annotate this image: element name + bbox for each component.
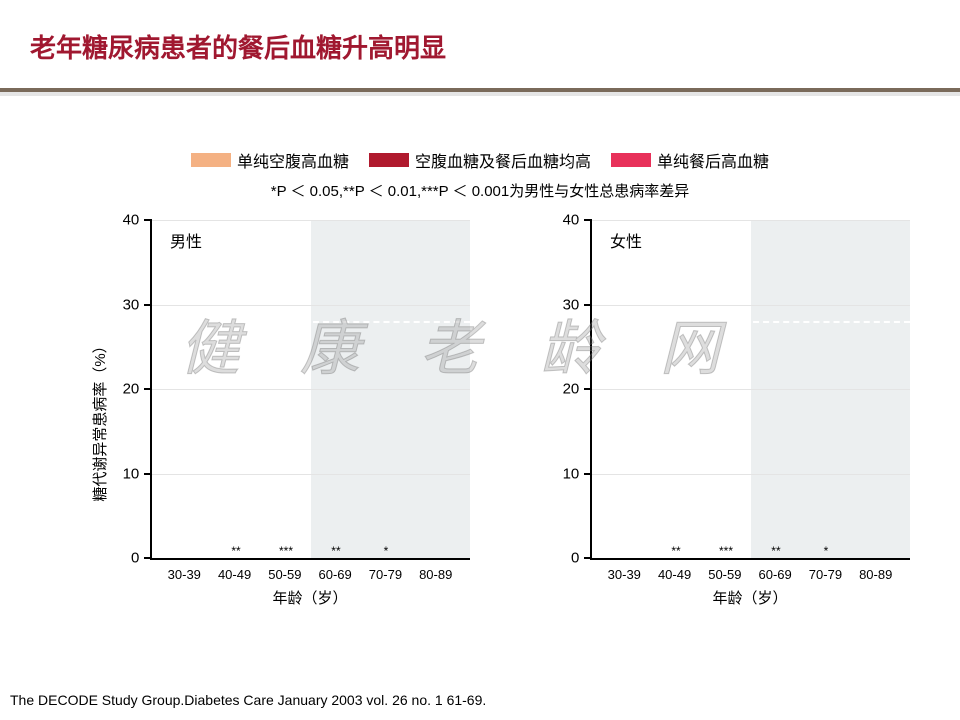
significance-marker: *: [810, 544, 842, 558]
significance-marker: ***: [270, 544, 302, 558]
significance-marker: **: [660, 544, 692, 558]
x-tick-label: 30-39: [168, 567, 201, 582]
significance-marker: **: [760, 544, 792, 558]
y-tick-label: 20: [123, 381, 140, 398]
y-tick-label: 0: [131, 550, 139, 567]
y-axis-title: 糖代谢异常患病率（%）: [89, 338, 110, 501]
x-tick-label: 70-79: [369, 567, 402, 582]
panel-label: 女性: [610, 228, 642, 252]
y-tick-label: 40: [123, 212, 140, 229]
legend-label: 空腹血糖及餐后血糖均高: [415, 148, 591, 172]
significance-marker: ***: [710, 544, 742, 558]
citation: The DECODE Study Group.Diabetes Care Jan…: [10, 692, 486, 708]
legend-item: 空腹血糖及餐后血糖均高: [369, 148, 591, 172]
legend-item: 单纯餐后高血糖: [611, 148, 769, 172]
chart-panel: 010203040********男性30-3940-4950-5960-697…: [80, 210, 480, 630]
legend-item: 单纯空腹高血糖: [191, 148, 349, 172]
page-title: 老年糖尿病患者的餐后血糖升高明显: [30, 28, 446, 65]
significance-marker: **: [220, 544, 252, 558]
divider: [0, 88, 960, 92]
significance-marker: **: [320, 544, 352, 558]
charts-row: 010203040********男性30-3940-4950-5960-697…: [80, 210, 920, 630]
y-tick-label: 10: [123, 465, 140, 482]
plot-area: 010203040********女性: [590, 220, 910, 560]
x-tick-label: 80-89: [859, 567, 892, 582]
y-tick-label: 20: [563, 381, 580, 398]
x-tick-label: 40-49: [218, 567, 251, 582]
significance-marker: *: [370, 544, 402, 558]
x-axis-title: 年龄（岁）: [150, 587, 470, 608]
x-tick-label: 40-49: [658, 567, 691, 582]
legend-label: 单纯空腹高血糖: [237, 148, 349, 172]
x-tick-label: 50-59: [708, 567, 741, 582]
y-tick-label: 30: [123, 296, 140, 313]
pvalue-note: *P ＜ 0.05,**P ＜ 0.01,***P ＜ 0.001为男性与女性总…: [0, 180, 960, 201]
x-tick-label: 50-59: [268, 567, 301, 582]
x-tick-label: 70-79: [809, 567, 842, 582]
y-tick-label: 30: [563, 296, 580, 313]
legend-swatch: [611, 153, 651, 167]
x-tick-label: 60-69: [759, 567, 792, 582]
x-tick-label: 80-89: [419, 567, 452, 582]
legend-label: 单纯餐后高血糖: [657, 148, 769, 172]
y-tick-label: 40: [563, 212, 580, 229]
plot-area: 010203040********男性: [150, 220, 470, 560]
y-tick-label: 10: [563, 465, 580, 482]
x-tick-label: 60-69: [319, 567, 352, 582]
chart-panel: 010203040********女性30-3940-4950-5960-697…: [520, 210, 920, 630]
legend: 单纯空腹高血糖 空腹血糖及餐后血糖均高 单纯餐后高血糖: [0, 148, 960, 172]
legend-swatch: [191, 153, 231, 167]
y-tick-label: 0: [571, 550, 579, 567]
panel-label: 男性: [170, 228, 202, 252]
x-tick-label: 30-39: [608, 567, 641, 582]
legend-swatch: [369, 153, 409, 167]
x-axis-title: 年龄（岁）: [590, 587, 910, 608]
